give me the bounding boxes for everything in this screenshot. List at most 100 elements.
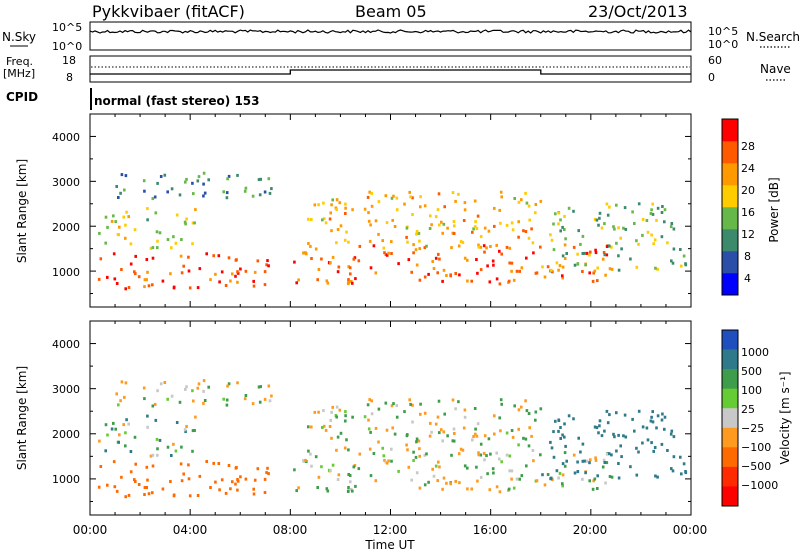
power-cell bbox=[411, 213, 414, 216]
velocity-cell bbox=[520, 474, 524, 478]
velocity-cell bbox=[656, 475, 659, 479]
power-cell bbox=[520, 266, 524, 270]
velocity-cell bbox=[508, 454, 512, 458]
power-cell bbox=[236, 271, 240, 275]
power-cell bbox=[436, 271, 439, 275]
velocity-cell bbox=[336, 478, 340, 481]
freq-label-top: Freq. bbox=[6, 55, 33, 68]
velocity-cell bbox=[374, 479, 378, 483]
velocity-cell bbox=[419, 412, 422, 416]
power-cell bbox=[344, 206, 347, 210]
power-cell bbox=[124, 174, 128, 178]
power-cell bbox=[169, 272, 172, 276]
velocity-cell bbox=[649, 419, 653, 423]
velocity-cell bbox=[573, 471, 577, 475]
power-cell bbox=[125, 210, 128, 214]
velocity-cell bbox=[184, 387, 187, 391]
velocity-cell bbox=[370, 412, 374, 416]
velocity-cell bbox=[120, 475, 123, 479]
power-cell bbox=[493, 224, 496, 228]
power-cell bbox=[539, 245, 542, 249]
velocity-cell bbox=[153, 402, 157, 406]
power-cell bbox=[573, 263, 577, 267]
velocity-cell bbox=[535, 479, 539, 483]
power-cell bbox=[651, 202, 654, 206]
power-cell bbox=[423, 275, 427, 279]
velocity-cell bbox=[461, 448, 465, 452]
velocity-cell bbox=[335, 405, 339, 409]
power-cell bbox=[419, 195, 422, 199]
velocity-cell bbox=[646, 438, 650, 442]
power-cell bbox=[336, 270, 340, 274]
velocity-cell bbox=[429, 421, 432, 425]
power-cell bbox=[331, 255, 335, 259]
power-cell bbox=[500, 195, 503, 199]
power-cell bbox=[122, 215, 125, 219]
power-cell bbox=[143, 285, 146, 289]
velocity-cell bbox=[454, 407, 457, 411]
velocity-cell bbox=[487, 437, 491, 441]
vel-cbar-tick-neg500: −500 bbox=[741, 460, 771, 473]
velocity-colorbar-swatch bbox=[722, 388, 738, 409]
velocity-cell bbox=[374, 426, 378, 430]
velocity-cell bbox=[244, 477, 248, 481]
power-cell bbox=[337, 265, 341, 269]
velocity-cell bbox=[304, 458, 307, 462]
velocity-cell bbox=[684, 470, 687, 473]
power-cell bbox=[419, 205, 422, 209]
power-cell bbox=[156, 239, 159, 243]
freq-label-bottom: [MHz] bbox=[3, 67, 35, 80]
power-cell bbox=[565, 252, 568, 255]
power-cell bbox=[491, 259, 495, 263]
velocity-cell bbox=[397, 469, 400, 473]
power-cell bbox=[458, 273, 461, 277]
power-cell bbox=[517, 235, 520, 239]
power-cell bbox=[329, 211, 332, 215]
vel-cbar-tick-neg1000: −1000 bbox=[741, 479, 778, 492]
power-cell bbox=[572, 245, 576, 249]
velocity-cell bbox=[409, 402, 412, 406]
power-cell bbox=[267, 177, 271, 181]
velocity-cell bbox=[495, 451, 498, 455]
noise-panel: N.Sky 10^5 10^0 10^5 10^0 N.Search bbox=[2, 21, 800, 53]
power-cell bbox=[672, 247, 676, 251]
velocity-cell bbox=[557, 429, 560, 433]
power-colorbar-swatch bbox=[722, 185, 738, 208]
velocity-cell bbox=[196, 494, 200, 497]
power-cell bbox=[495, 243, 498, 247]
power-cell bbox=[347, 265, 350, 269]
velocity-cell bbox=[477, 451, 480, 455]
velocity-cell bbox=[174, 449, 178, 453]
velocity-cell bbox=[104, 449, 107, 453]
velocity-cell bbox=[236, 381, 239, 385]
velocity-cell bbox=[156, 453, 159, 457]
velocity-cell bbox=[127, 493, 131, 497]
velocity-cell bbox=[603, 429, 606, 433]
power-cell bbox=[313, 203, 317, 207]
power-cell bbox=[392, 194, 395, 198]
power-cell bbox=[369, 223, 372, 227]
power-cell bbox=[415, 263, 419, 267]
power-cell bbox=[374, 219, 378, 223]
velocity-cell bbox=[418, 454, 421, 458]
velocity-cell bbox=[317, 475, 321, 479]
power-cell bbox=[454, 199, 457, 203]
velocity-cell bbox=[588, 479, 591, 483]
power-cell bbox=[367, 219, 371, 223]
power-cell bbox=[163, 173, 167, 177]
velocity-cell bbox=[145, 486, 148, 489]
velocity-cell bbox=[348, 474, 352, 477]
velocity-cell bbox=[235, 466, 238, 469]
power-cell bbox=[297, 278, 300, 282]
velocity-cell bbox=[344, 414, 347, 418]
power-cell bbox=[166, 190, 169, 194]
power-cell bbox=[151, 197, 155, 201]
velocity-cell bbox=[603, 461, 607, 464]
power-ytick-3000: 3000 bbox=[52, 176, 80, 189]
velocity-cell bbox=[252, 492, 256, 496]
velocity-cell bbox=[561, 473, 565, 477]
velocity-cell bbox=[652, 449, 655, 453]
power-colorbar-swatch bbox=[722, 141, 738, 164]
velocity-cell bbox=[617, 462, 620, 465]
power-cell bbox=[620, 247, 623, 251]
